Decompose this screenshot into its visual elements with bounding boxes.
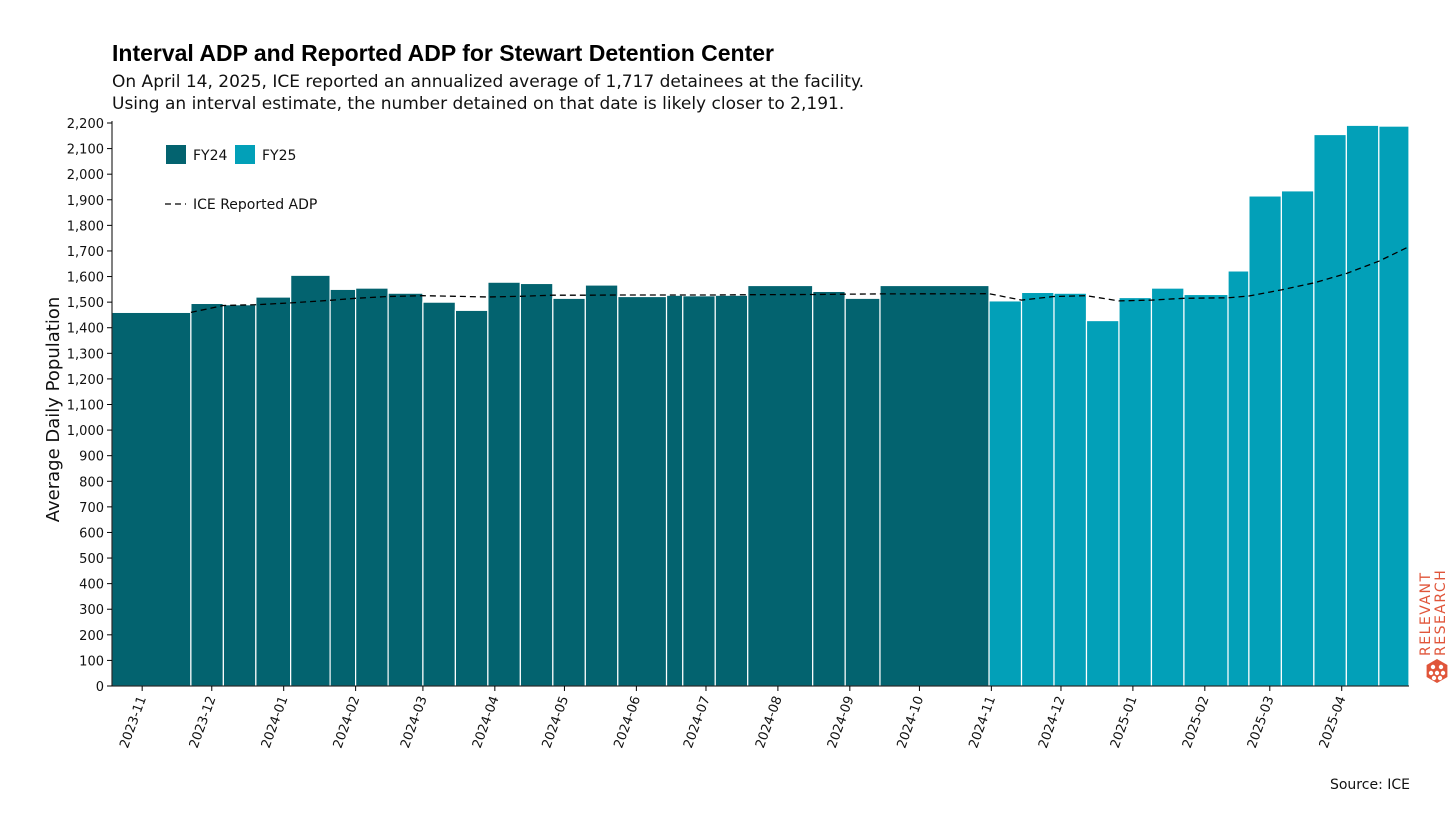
bar-fy24-2 xyxy=(222,304,257,687)
y-tick-label: 400 xyxy=(79,578,104,593)
y-tick-label: 0 xyxy=(96,680,104,695)
bar-fy25-5 xyxy=(1150,287,1185,687)
x-tick-label: 2024-01 xyxy=(259,694,292,750)
bar-fy24-15 xyxy=(665,294,684,687)
x-tick-label: 2024-03 xyxy=(398,694,431,750)
y-tick-label: 300 xyxy=(79,603,104,618)
bar-fy25-10 xyxy=(1313,133,1347,687)
relevant-research-logo: RELEVANT RESEARCH xyxy=(1418,569,1449,683)
chart-subtitle-line-1: On April 14, 2025, ICE reported an annua… xyxy=(112,72,864,92)
hexagon-dot-1 xyxy=(1438,664,1444,670)
bar-fy24-13 xyxy=(584,284,619,687)
bar-fy24-5 xyxy=(329,288,357,687)
bar-fy25-12 xyxy=(1378,125,1410,687)
y-tick-label: 1,200 xyxy=(67,373,104,388)
x-tick-label: 2024-08 xyxy=(753,694,786,750)
legend-swatch-fy24 xyxy=(166,145,186,164)
x-tick-label: 2024-07 xyxy=(681,694,714,750)
x-tick-label: 2024-10 xyxy=(895,694,928,750)
x-tick-label: 2025-03 xyxy=(1245,694,1278,750)
bar-fy24-12 xyxy=(552,297,586,687)
hexagon-dot-6 xyxy=(1437,675,1443,681)
bar-fy25-6 xyxy=(1183,293,1229,687)
x-tick-label: 2024-09 xyxy=(825,694,858,750)
bar-fy24-16 xyxy=(682,295,716,687)
x-tick-label: 2024-02 xyxy=(331,694,364,750)
y-tick-label: 600 xyxy=(79,526,104,541)
bar-fy24-6 xyxy=(355,287,389,687)
watermark-line-1: RELEVANT xyxy=(1418,571,1434,656)
y-tick-label: 1,600 xyxy=(67,271,104,286)
chart-title: Interval ADP and Reported ADP for Stewar… xyxy=(112,40,775,66)
hexagon-dot-5 xyxy=(1431,675,1437,681)
bar-fy24-11 xyxy=(519,282,554,687)
bar-fy24-4 xyxy=(290,274,331,687)
bar-fy24-3 xyxy=(255,296,292,687)
legend-label-fy24: FY24 xyxy=(193,148,228,164)
y-tick-label: 1,900 xyxy=(67,194,104,209)
bar-fy24-21 xyxy=(879,284,990,687)
hexagon-logo-icon xyxy=(1426,659,1448,683)
bar-fy24-20 xyxy=(844,297,881,687)
bar-fy25-8 xyxy=(1248,195,1282,687)
legend-swatch-fy25 xyxy=(235,145,255,164)
y-tick-label: 2,100 xyxy=(67,143,104,158)
x-tick-label: 2024-12 xyxy=(1036,694,1069,750)
bar-fy24-1 xyxy=(190,302,224,687)
chart-subtitle-line-2: Using an interval estimate, the number d… xyxy=(112,94,845,114)
bar-fy25-7 xyxy=(1227,270,1250,687)
y-tick-label: 100 xyxy=(79,654,104,669)
legend-label-reported-adp: ICE Reported ADP xyxy=(193,197,317,213)
hexagon-dot-2 xyxy=(1428,670,1434,676)
x-tick-label: 2024-06 xyxy=(611,694,644,750)
y-tick-label: 1,000 xyxy=(67,424,104,439)
legend: FY24 FY25 ICE Reported ADP xyxy=(165,145,317,213)
bar-fy25-9 xyxy=(1280,190,1315,687)
bar-fy24-19 xyxy=(812,290,846,687)
y-tick-label: 1,800 xyxy=(67,219,104,234)
bar-fy24-18 xyxy=(747,284,814,687)
y-tick-label: 800 xyxy=(79,475,104,490)
bar-fy24-0 xyxy=(111,311,192,687)
y-tick-label: 2,200 xyxy=(67,117,104,132)
x-tick-label: 2024-11 xyxy=(966,694,999,750)
x-tick-label: 2023-11 xyxy=(117,694,150,750)
x-tick-label: 2023-12 xyxy=(187,694,220,750)
x-tick-label: 2024-05 xyxy=(540,694,573,750)
bar-fy25-3 xyxy=(1085,319,1120,687)
bar-fy24-9 xyxy=(454,309,489,687)
bar-fy24-10 xyxy=(487,281,521,687)
x-tick-label: 2024-04 xyxy=(470,694,503,750)
bar-fy25-2 xyxy=(1053,292,1088,687)
bar-fy24-14 xyxy=(617,295,668,687)
bar-fy24-17 xyxy=(714,294,749,687)
y-tick-label: 1,700 xyxy=(67,245,104,260)
y-tick-label: 700 xyxy=(79,501,104,516)
bar-fy25-0 xyxy=(988,300,1023,687)
y-tick-label: 900 xyxy=(79,450,104,465)
hexagon-dot-3 xyxy=(1434,670,1440,676)
y-tick-label: 1,300 xyxy=(67,347,104,362)
bar-fy24-7 xyxy=(387,292,424,687)
watermark-line-2: RESEARCH xyxy=(1433,569,1449,656)
bar-fy25-11 xyxy=(1345,124,1380,687)
bar-fy25-4 xyxy=(1118,296,1153,687)
y-tick-label: 500 xyxy=(79,552,104,567)
legend-label-fy25: FY25 xyxy=(262,148,296,164)
y-tick-label: 1,400 xyxy=(67,322,104,337)
hexagon-dot-4 xyxy=(1440,670,1446,676)
hexagon-dot-0 xyxy=(1430,664,1436,670)
source-note: Source: ICE xyxy=(1329,777,1410,793)
y-tick-label: 1,500 xyxy=(67,296,104,311)
y-axis-label: Average Daily Population xyxy=(43,297,64,522)
x-tick-label: 2025-04 xyxy=(1317,694,1350,750)
x-tick-label: 2025-02 xyxy=(1180,694,1213,750)
bar-fy24-8 xyxy=(422,301,456,687)
x-tick-label: 2025-01 xyxy=(1108,694,1141,750)
y-tick-label: 2,000 xyxy=(67,168,104,183)
y-tick-label: 200 xyxy=(79,629,104,644)
bar-fy25-1 xyxy=(1020,291,1055,687)
y-tick-label: 1,100 xyxy=(67,399,104,414)
